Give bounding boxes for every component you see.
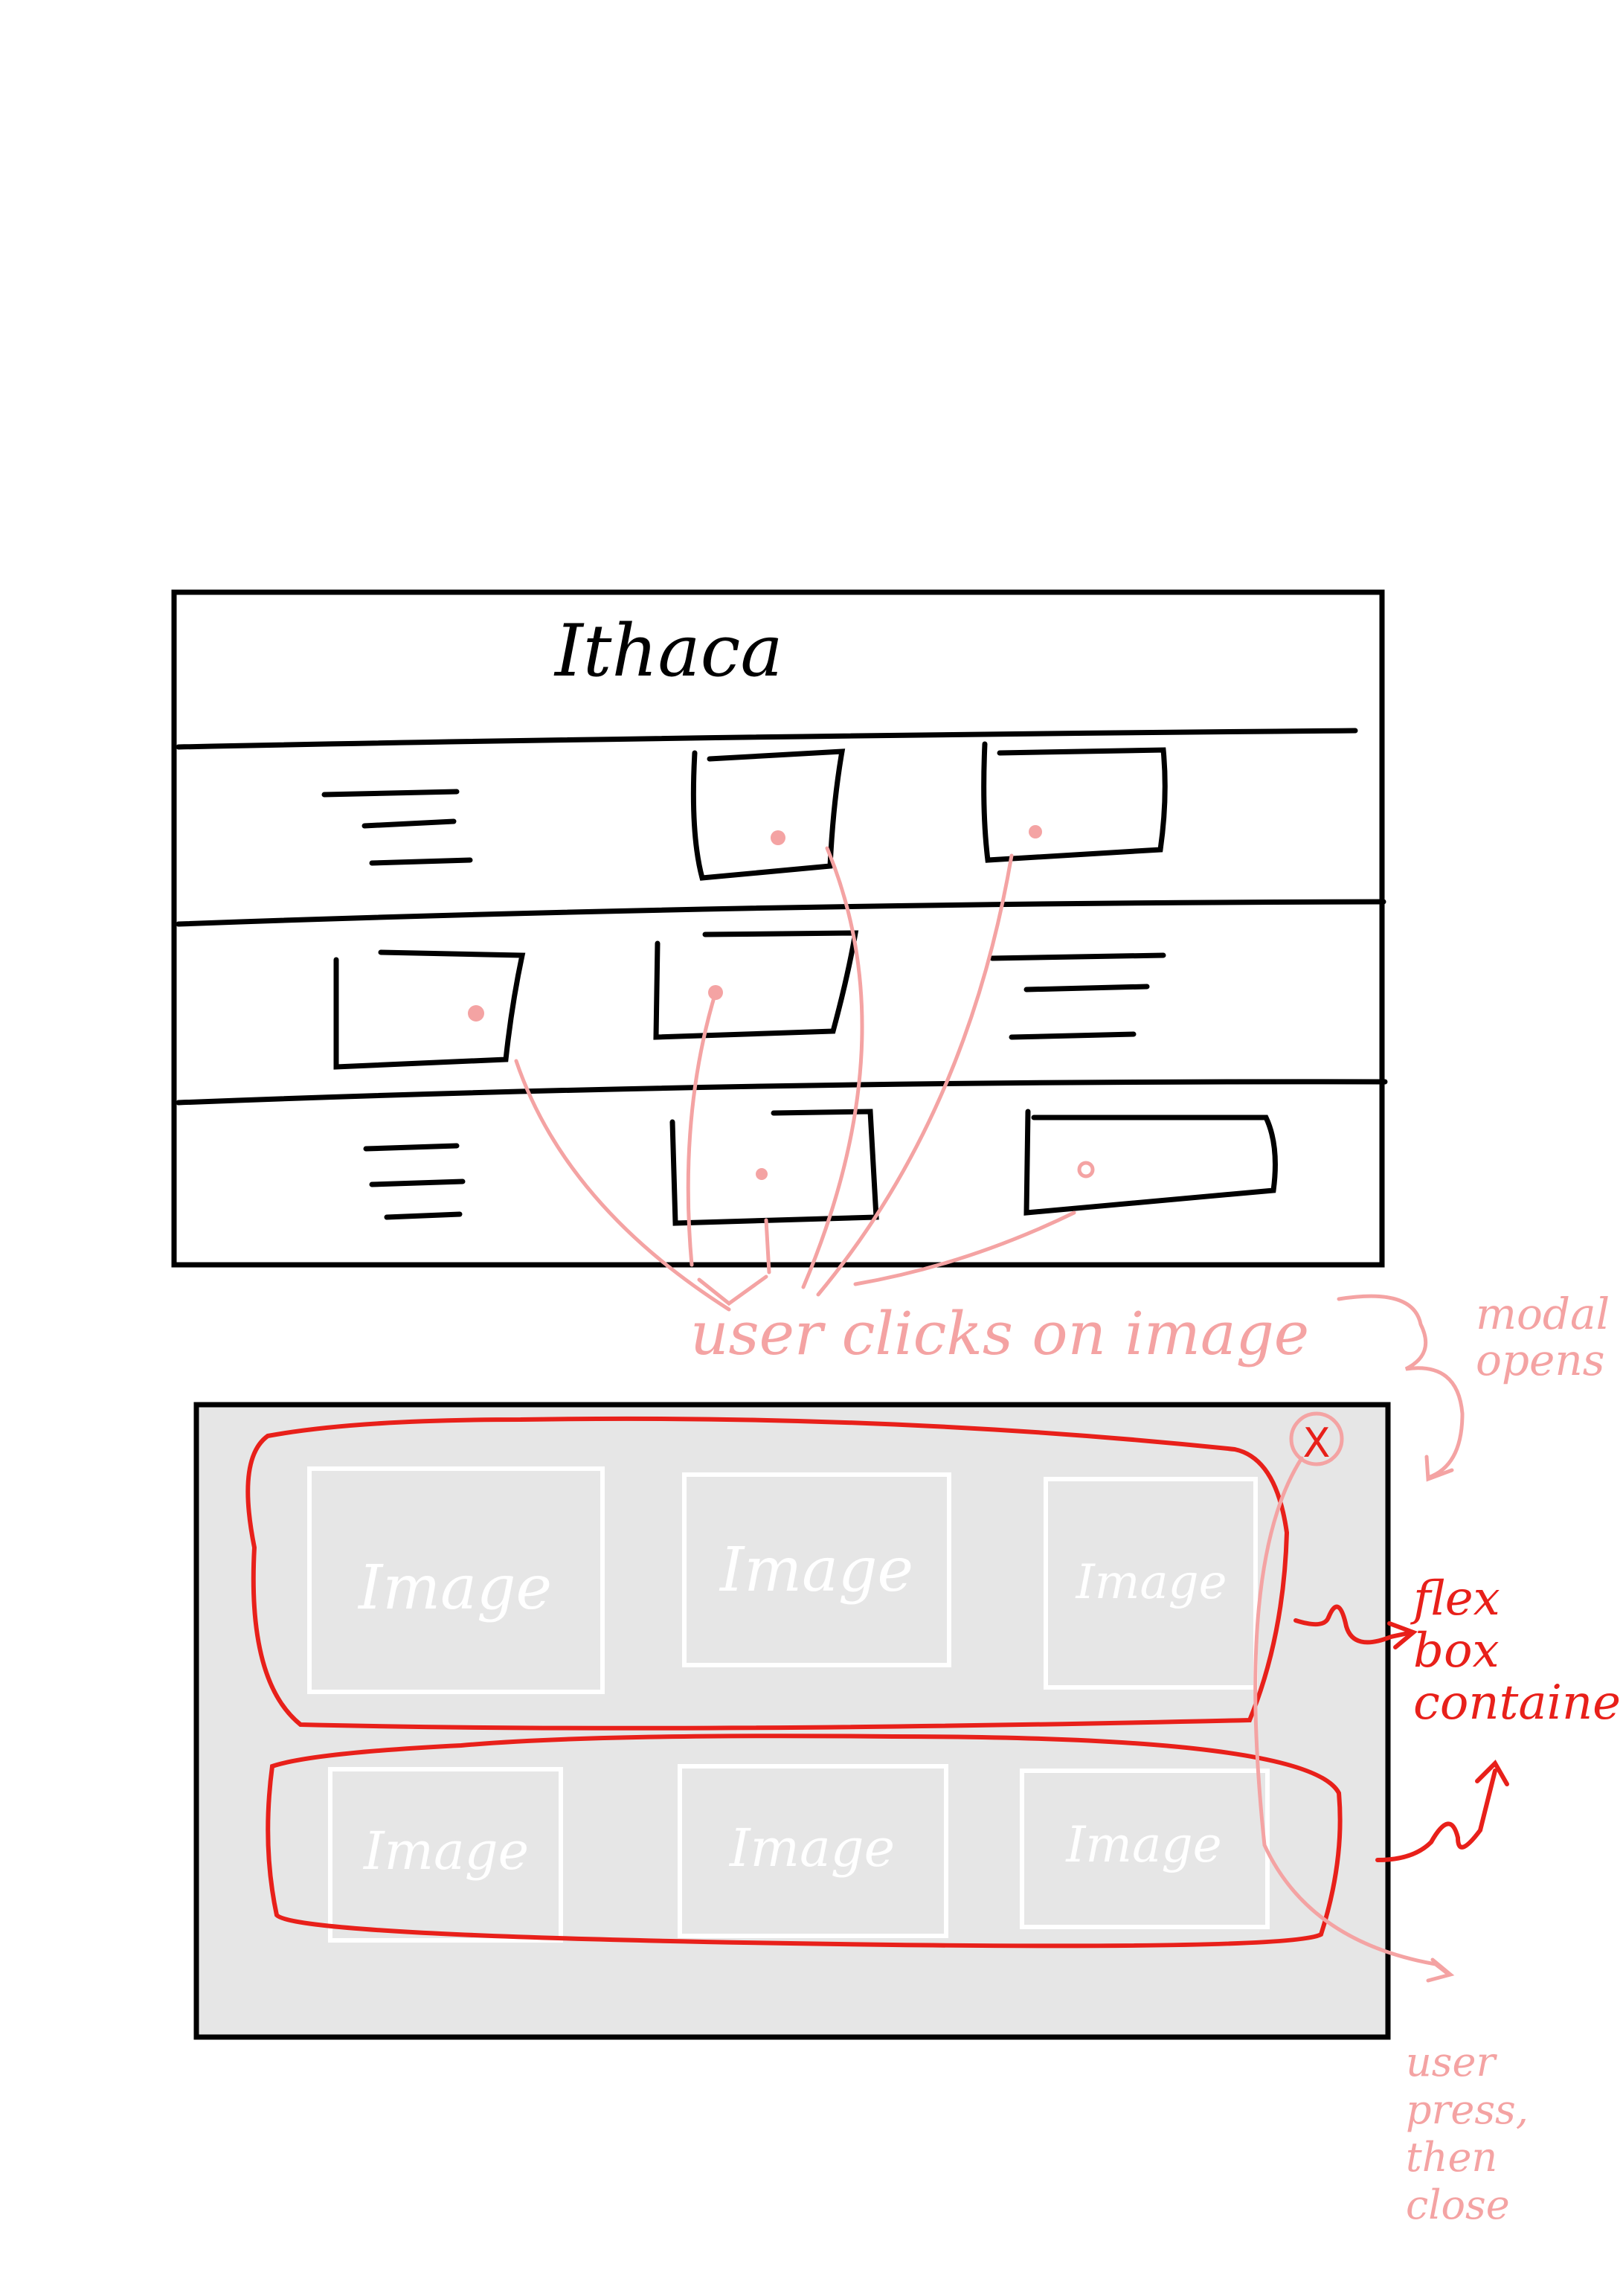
- click-dot: [1077, 1161, 1095, 1179]
- annotation-user-close: user press, then close: [1406, 2039, 1529, 2228]
- image-tile-label: Image: [1065, 1816, 1221, 1873]
- image-tile[interactable]: [328, 1767, 563, 1943]
- arrowhead: [1424, 1455, 1454, 1482]
- annotation-flex-box: flex box container: [1410, 1571, 1623, 1731]
- modal-opens-arrow: [1337, 1294, 1465, 1480]
- click-dot: [756, 1168, 768, 1180]
- annotation-user-clicks: user clicks on image: [690, 1299, 1309, 1368]
- row-divider-1: [176, 728, 1358, 750]
- close-arrow: [1253, 1456, 1451, 1977]
- click-dots: [468, 825, 1095, 1180]
- text-lines-row2: [989, 952, 1166, 1040]
- image-tile-label: Image: [357, 1553, 552, 1623]
- flex-container-row2: [266, 1734, 1343, 1949]
- image-box-r2c1[interactable]: [333, 949, 526, 1070]
- arrowhead: [1426, 1957, 1455, 1983]
- image-tile-label: Image: [362, 1821, 529, 1882]
- page-title: Ithaca: [553, 609, 783, 693]
- image-tile-label: Image: [1076, 1555, 1227, 1610]
- click-dot: [1029, 825, 1042, 838]
- flex-container-row1: [245, 1416, 1290, 1731]
- click-dot: [771, 830, 785, 845]
- row-divider-3: [176, 1079, 1388, 1106]
- annotation-modal-opens: modal opens: [1476, 1289, 1610, 1385]
- image-tile[interactable]: [682, 1472, 951, 1667]
- image-tile[interactable]: [1044, 1477, 1258, 1690]
- image-box-r3c3[interactable]: [1023, 1109, 1278, 1216]
- image-tile-label: Image: [719, 1535, 913, 1606]
- close-icon: X: [1303, 1420, 1331, 1466]
- gallery-modal: Image Image Image Image Image Image X: [193, 1402, 1391, 2040]
- page-wireframe: [171, 589, 1388, 1268]
- row-divider-2: [176, 899, 1386, 927]
- text-lines-row1: [321, 789, 473, 866]
- image-tile-label: Image: [728, 1818, 895, 1879]
- close-button[interactable]: X: [1289, 1411, 1344, 1466]
- image-box-r2c2[interactable]: [653, 930, 859, 1040]
- close-ring: [1289, 1411, 1344, 1466]
- flex-arrow-2: [1375, 1769, 1497, 1862]
- image-box-r1c2[interactable]: [981, 741, 1168, 863]
- click-arrows: [514, 846, 1076, 1312]
- flex-arrow-1: [1293, 1604, 1414, 1645]
- page-frame: [171, 589, 1385, 1268]
- image-tile[interactable]: [307, 1466, 605, 1694]
- click-dot: [468, 1005, 484, 1022]
- arrowhead: [1475, 1760, 1509, 1786]
- image-tile[interactable]: [678, 1764, 948, 1938]
- text-lines-row3: [363, 1143, 466, 1220]
- image-box-r1c1[interactable]: [690, 748, 846, 881]
- arrowhead: [1387, 1621, 1418, 1649]
